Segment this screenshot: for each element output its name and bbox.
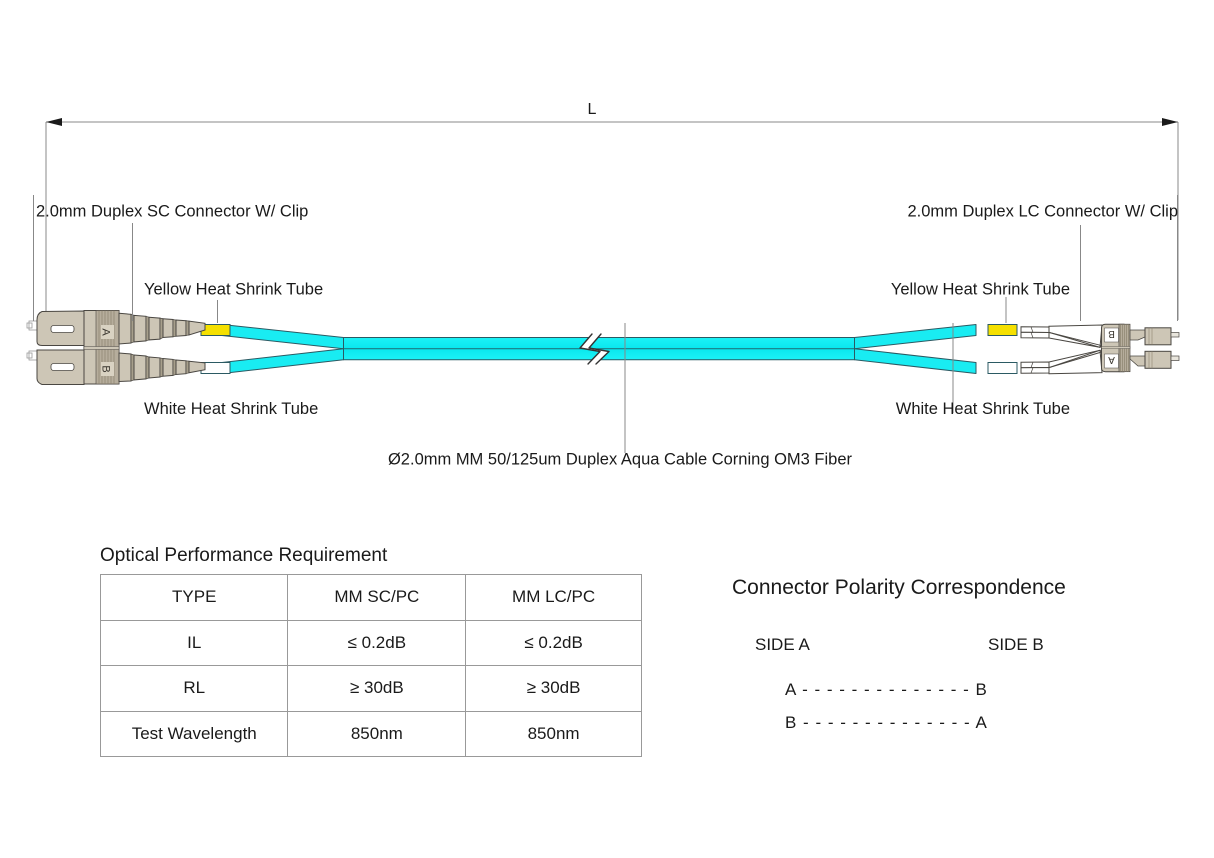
svg-text:Yellow Heat Shrink Tube: Yellow Heat Shrink Tube [144, 281, 323, 299]
svg-text:White Heat Shrink Tube: White Heat Shrink Tube [896, 400, 1070, 418]
svg-text:Ø2.0mm MM 50/125um Duplex Aqua: Ø2.0mm MM 50/125um Duplex Aqua Cable Cor… [388, 451, 853, 469]
svg-text:B: B [100, 365, 112, 372]
svg-text:A: A [100, 328, 112, 336]
svg-text:2.0mm Duplex LC Connector W/ C: 2.0mm Duplex LC Connector W/ Clip [907, 203, 1178, 221]
svg-text:L: L [588, 101, 597, 118]
svg-text:Yellow Heat Shrink Tube: Yellow Heat Shrink Tube [891, 281, 1070, 299]
svg-text:A: A [1108, 354, 1115, 365]
svg-text:White Heat Shrink Tube: White Heat Shrink Tube [144, 400, 318, 418]
svg-text:B: B [1108, 328, 1115, 339]
svg-text:2.0mm Duplex SC Connector W/ C: 2.0mm Duplex SC Connector W/ Clip [36, 203, 308, 221]
